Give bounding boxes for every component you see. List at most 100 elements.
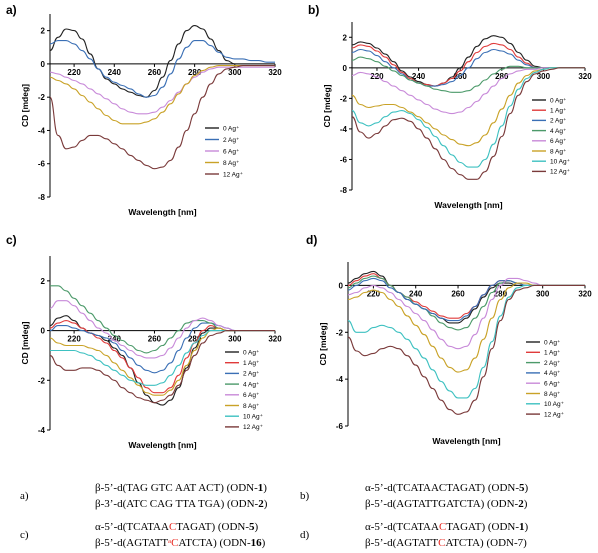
caption-sequence-line: β-5’-d(AGTATTGATCTA) (ODN-2) [365, 496, 528, 512]
panel-letter: b) [308, 3, 319, 17]
y-tick-label: 0 [41, 60, 46, 69]
highlighted-base: C [438, 521, 447, 533]
legend-label: 1 Ag⁺ [550, 108, 567, 115]
y-tick-label: 0 [339, 281, 344, 290]
x-tick-label: 220 [67, 335, 81, 344]
x-tick-label: 320 [268, 335, 282, 344]
series-line [49, 40, 275, 98]
y-tick-label: -6 [38, 160, 46, 169]
sequence-text: ATCTA) (ODN-7) [445, 537, 527, 549]
sequence-text: TAGAT) (ODN- [176, 521, 250, 533]
y-tick-label: 0 [343, 64, 348, 73]
y-tick-label: 2 [41, 277, 46, 286]
odn-number: 2 [258, 498, 264, 510]
y-tick-label: -4 [340, 125, 348, 134]
x-tick-label: 240 [108, 335, 122, 344]
legend-label: 8 Ag⁺ [243, 403, 260, 410]
y-axis-title: CD [mdeg] [318, 322, 328, 365]
x-tick-label: 320 [268, 68, 282, 77]
caption-letter: b) [300, 490, 310, 502]
legend-label: 6 Ag⁺ [243, 392, 260, 399]
y-tick-label: -6 [340, 155, 348, 164]
highlighted-base: ᵃC [168, 537, 179, 549]
caption-letter: a) [20, 490, 29, 502]
y-axis-title: CD [mdeg] [20, 321, 30, 364]
x-tick-label: 320 [578, 289, 592, 298]
y-tick-label: -4 [38, 426, 46, 435]
series-line [49, 320, 275, 394]
x-tick-label: 280 [188, 335, 202, 344]
panel-letter: c) [6, 233, 17, 247]
legend-label: 2 Ag⁺ [223, 137, 240, 144]
legend-label: 4 Ag⁺ [550, 128, 567, 135]
series-line [347, 273, 585, 319]
caption-sequence-line: α-5’-d(TCATAACTAGAT) (ODN-1) [365, 519, 528, 535]
x-tick-label: 260 [451, 289, 465, 298]
sequence-text: TAGAT) (ODN- [446, 521, 520, 533]
caption-letter: d) [300, 529, 310, 541]
series-line [49, 65, 275, 170]
sequence-text: ) [254, 521, 259, 533]
caption-sequence-line: β-5’-d(TAG GTC AAT ACT) (ODN-1) [95, 480, 267, 496]
y-tick-label: -8 [38, 193, 46, 202]
legend-label: 10 Ag⁺ [544, 401, 565, 408]
legend-label: 10 Ag⁺ [243, 414, 264, 421]
caption-letter: c) [20, 529, 29, 541]
legend-label: 0 Ag⁺ [544, 339, 561, 346]
legend-label: 2 Ag⁺ [243, 371, 260, 378]
sequence-text: β-5’-d(TAG GTC AAT ACT) (ODN- [95, 482, 258, 494]
sequence-text: β-5’-d(AGTATTGATCTA) (ODN- [365, 498, 519, 510]
sequence-text: ) [263, 498, 268, 510]
legend-label: 10 Ag⁺ [550, 159, 571, 166]
legend-label: 12 Ag⁺ [550, 169, 571, 176]
highlighted-base: C [168, 521, 177, 533]
legend-label: 1 Ag⁺ [243, 360, 260, 367]
y-tick-label: -2 [340, 94, 348, 103]
series-line [347, 277, 585, 322]
odn-number: 5 [249, 521, 255, 533]
x-tick-label: 240 [409, 289, 423, 298]
x-tick-label: 260 [148, 68, 162, 77]
x-tick-label: 260 [453, 72, 467, 81]
series-line [347, 284, 585, 415]
x-tick-label: 260 [148, 335, 162, 344]
legend-label: 6 Ag⁺ [223, 148, 240, 155]
caption-sequence-line: α-5’-d(TCATAACTAGAT) (ODN-5) [95, 519, 265, 535]
y-tick-label: -2 [336, 328, 344, 337]
chart-panel: a) 2 0 -2 -4 -6 -8 220 240 260 280 300 320 CD [mdeg] W… [6, 3, 282, 217]
legend-label: 12 Ag⁺ [544, 411, 565, 418]
caption-sequence-block: α-5’-d(TCATAACTAGAT) (ODN-1) β-5’-d(AGTAT… [365, 519, 528, 551]
y-axis-title: CD [mdeg] [322, 84, 332, 127]
x-tick-label: 280 [494, 289, 508, 298]
legend-label: 2 Ag⁺ [544, 360, 561, 367]
legend-label: 4 Ag⁺ [243, 381, 260, 388]
legend-label: 0 Ag⁺ [550, 97, 567, 104]
x-axis-title: Wavelength [nm] [432, 436, 500, 446]
chart-panel: d) 0 -2 -4 -6 220 240 260 280 300 320 CD [mdeg] Wave… [306, 233, 592, 446]
x-tick-label: 320 [578, 72, 592, 81]
x-tick-label: 300 [228, 68, 242, 77]
sequence-text: β-5’-d(AGTATT [365, 537, 439, 549]
legend-label: 8 Ag⁺ [223, 160, 240, 167]
y-tick-label: -2 [38, 376, 46, 385]
odn-number: 5 [519, 482, 525, 494]
sequence-text: β-5’-d(AGTATT [95, 537, 169, 549]
series-line [49, 65, 275, 125]
legend-label: 1 Ag⁺ [544, 350, 561, 357]
series-line [351, 67, 585, 180]
legend-label: 12 Ag⁺ [243, 424, 264, 431]
chart-panel: b) 2 0 -2 -4 -6 -8 220 240 260 280 300 320 CD [mdeg] W… [308, 3, 592, 210]
caption-sequence-line: β-5’-d(AGTATTᵃCATCTA) (ODN-16) [95, 535, 265, 551]
y-tick-label: -8 [340, 186, 348, 195]
y-tick-label: -4 [38, 126, 46, 135]
sequence-text: ) [263, 482, 267, 494]
panel-letter: a) [6, 3, 17, 17]
x-axis-title: Wavelength [nm] [434, 200, 502, 210]
series-line [49, 300, 275, 359]
chart-panel: c) 2 0 -2 -4 220 240 260 280 300 320 CD [mdeg] Wavel… [6, 233, 282, 450]
y-axis-title: CD [mdeg] [20, 84, 30, 127]
series-line [49, 330, 275, 404]
series-line [347, 275, 585, 331]
caption-sequence-block: β-5’-d(TAG GTC AAT ACT) (ODN-1) β-3’-d(AT… [95, 480, 267, 512]
caption-area: a) β-5’-d(TAG GTC AAT ACT) (ODN-1) β-3’-d(… [0, 478, 598, 553]
